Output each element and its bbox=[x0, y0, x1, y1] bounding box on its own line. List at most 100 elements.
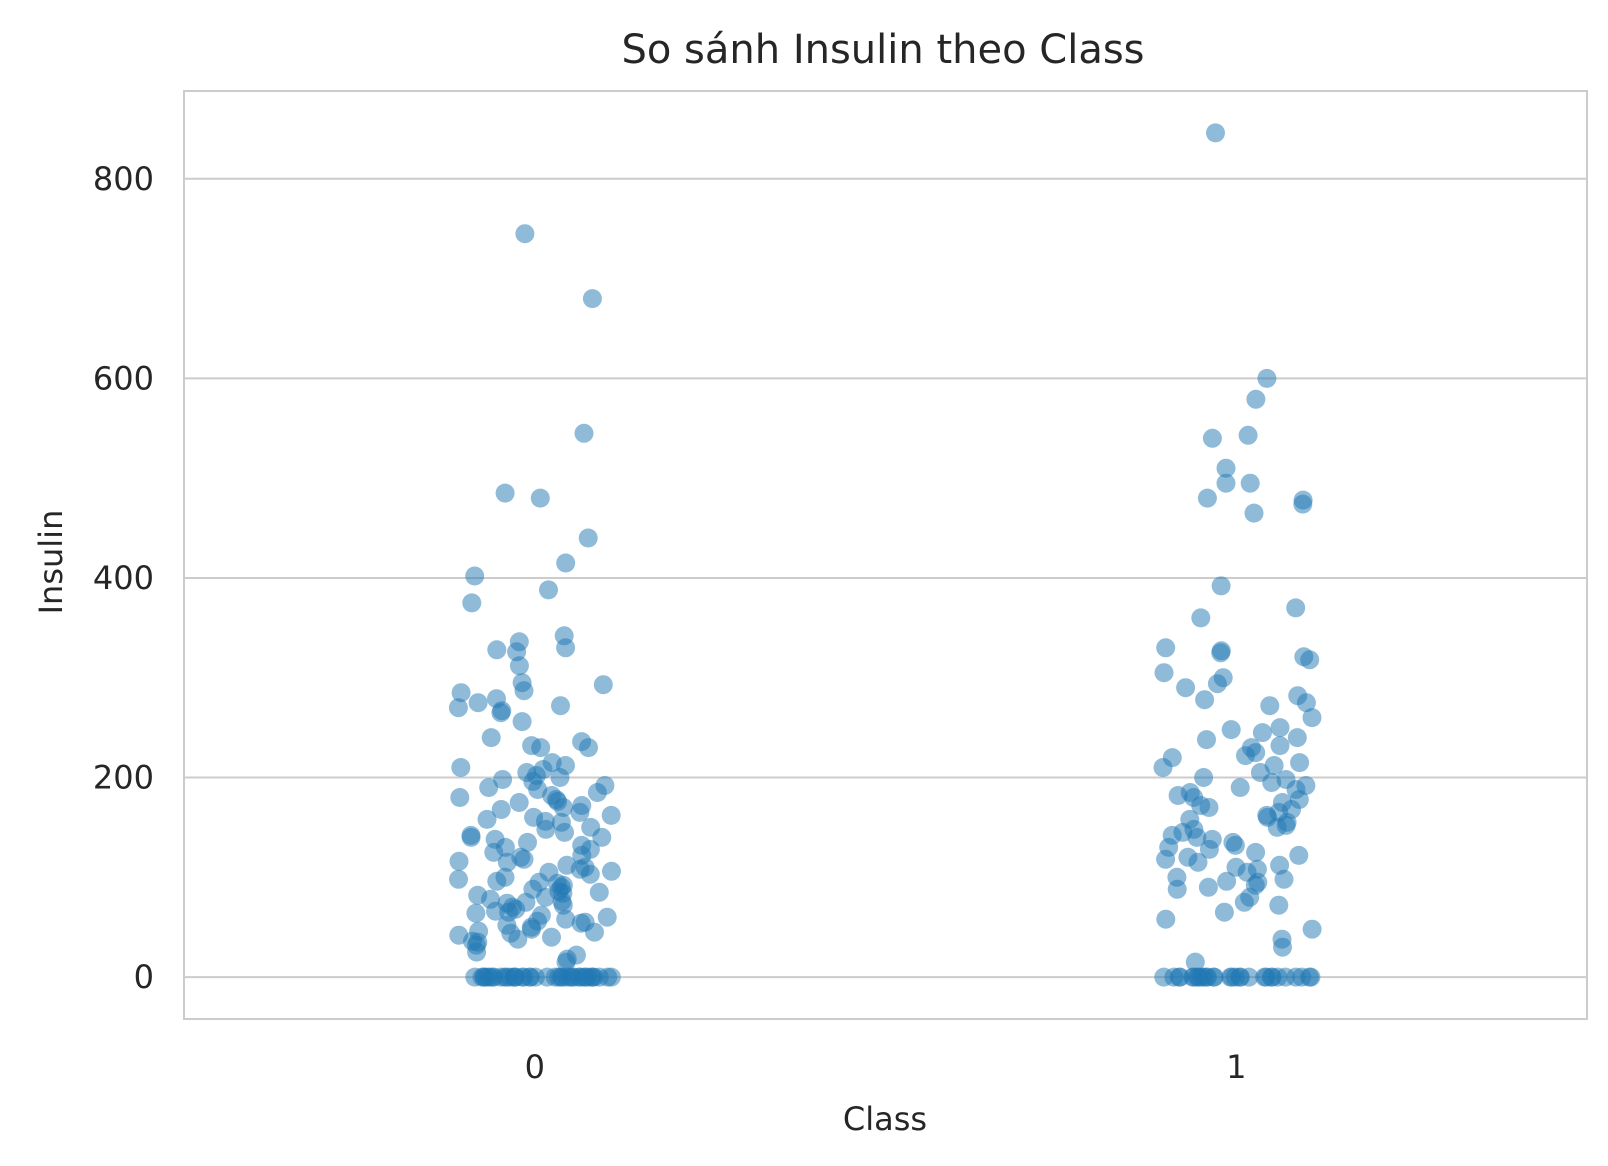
data-point bbox=[468, 693, 488, 713]
data-point bbox=[466, 903, 486, 923]
data-point bbox=[1299, 967, 1319, 987]
data-point bbox=[1216, 473, 1236, 493]
y-tick-label: 600 bbox=[93, 359, 154, 397]
data-point bbox=[1168, 786, 1188, 805]
data-point bbox=[509, 793, 529, 812]
data-point bbox=[1206, 123, 1225, 143]
data-point bbox=[451, 758, 471, 777]
data-point bbox=[1240, 473, 1260, 493]
data-point bbox=[514, 849, 534, 869]
data-point bbox=[518, 832, 537, 852]
data-point bbox=[495, 483, 515, 503]
data-point bbox=[1267, 817, 1287, 837]
data-point bbox=[482, 967, 502, 987]
y-tick-label: 400 bbox=[93, 559, 154, 597]
data-point bbox=[593, 675, 613, 695]
data-point bbox=[451, 683, 471, 703]
data-point bbox=[1167, 879, 1187, 899]
y-tick-label: 0 bbox=[134, 958, 154, 996]
data-point bbox=[450, 788, 470, 807]
data-point bbox=[553, 895, 573, 915]
data-point bbox=[481, 728, 501, 748]
data-point bbox=[491, 800, 511, 819]
data-point bbox=[1274, 869, 1294, 889]
data-point bbox=[589, 882, 609, 902]
data-point bbox=[580, 864, 600, 884]
data-point bbox=[1216, 458, 1236, 478]
data-point bbox=[556, 952, 576, 972]
data-point bbox=[477, 809, 497, 829]
data-point bbox=[1300, 650, 1320, 670]
data-point bbox=[1187, 827, 1207, 847]
data-point bbox=[522, 919, 541, 939]
data-point bbox=[1268, 967, 1288, 987]
data-point bbox=[1194, 768, 1214, 787]
y-tick-label: 200 bbox=[93, 759, 154, 797]
data-point bbox=[531, 738, 551, 758]
data-point bbox=[1191, 608, 1211, 628]
data-point bbox=[512, 712, 532, 732]
data-point bbox=[487, 871, 507, 891]
data-point bbox=[1262, 773, 1282, 792]
data-point bbox=[1153, 758, 1173, 777]
data-point bbox=[1191, 967, 1211, 987]
data-point bbox=[1255, 967, 1275, 987]
y-tick-label: 800 bbox=[93, 160, 154, 198]
data-point bbox=[587, 783, 607, 802]
data-point bbox=[1211, 576, 1231, 596]
data-point bbox=[515, 224, 535, 244]
data-point bbox=[491, 703, 511, 723]
x-axis-label: Class bbox=[843, 1100, 927, 1138]
data-point bbox=[574, 423, 594, 443]
data-point bbox=[1257, 368, 1277, 388]
data-point bbox=[564, 967, 584, 987]
data-point bbox=[1156, 849, 1176, 869]
data-point bbox=[1154, 663, 1174, 683]
data-point bbox=[1221, 720, 1241, 740]
data-point bbox=[598, 967, 618, 987]
data-point bbox=[1290, 753, 1310, 773]
data-point bbox=[1270, 736, 1290, 756]
data-point bbox=[1230, 778, 1250, 797]
data-point bbox=[1269, 895, 1289, 915]
data-point bbox=[585, 922, 604, 942]
x-tick-label: 0 bbox=[525, 1048, 545, 1086]
data-point bbox=[542, 927, 561, 947]
data-point bbox=[1296, 693, 1316, 713]
plot-frame bbox=[183, 90, 1588, 1020]
data-point bbox=[484, 842, 504, 862]
data-point bbox=[1252, 723, 1272, 743]
data-point bbox=[1199, 798, 1219, 817]
data-point bbox=[1238, 425, 1258, 445]
data-point bbox=[497, 852, 517, 872]
data-point bbox=[514, 681, 534, 701]
data-point bbox=[1246, 842, 1266, 862]
data-point bbox=[1260, 696, 1280, 716]
data-point bbox=[582, 289, 602, 309]
data-point bbox=[1214, 902, 1234, 922]
data-point bbox=[479, 778, 499, 797]
data-point bbox=[578, 528, 598, 548]
data-point bbox=[601, 805, 621, 825]
data-point bbox=[1273, 937, 1292, 957]
data-point bbox=[1293, 494, 1313, 514]
y-gridlines bbox=[184, 177, 1587, 979]
data-point bbox=[1217, 871, 1237, 891]
data-point bbox=[465, 566, 485, 586]
data-points bbox=[448, 123, 1322, 987]
data-point bbox=[530, 488, 550, 508]
data-point bbox=[1202, 428, 1222, 448]
data-point bbox=[602, 861, 621, 881]
data-point bbox=[449, 851, 469, 871]
chart-title: So sánh Insulin theo Class bbox=[621, 27, 1144, 73]
data-point bbox=[1195, 690, 1215, 710]
data-point bbox=[1169, 967, 1189, 987]
data-point bbox=[509, 656, 529, 676]
data-point bbox=[539, 580, 558, 600]
data-point bbox=[556, 638, 576, 658]
y-tick-labels: 0 200 400 600 800 bbox=[93, 160, 154, 996]
data-point bbox=[1287, 728, 1307, 748]
data-point bbox=[1286, 598, 1306, 618]
data-point bbox=[553, 798, 573, 817]
data-point bbox=[571, 913, 591, 933]
